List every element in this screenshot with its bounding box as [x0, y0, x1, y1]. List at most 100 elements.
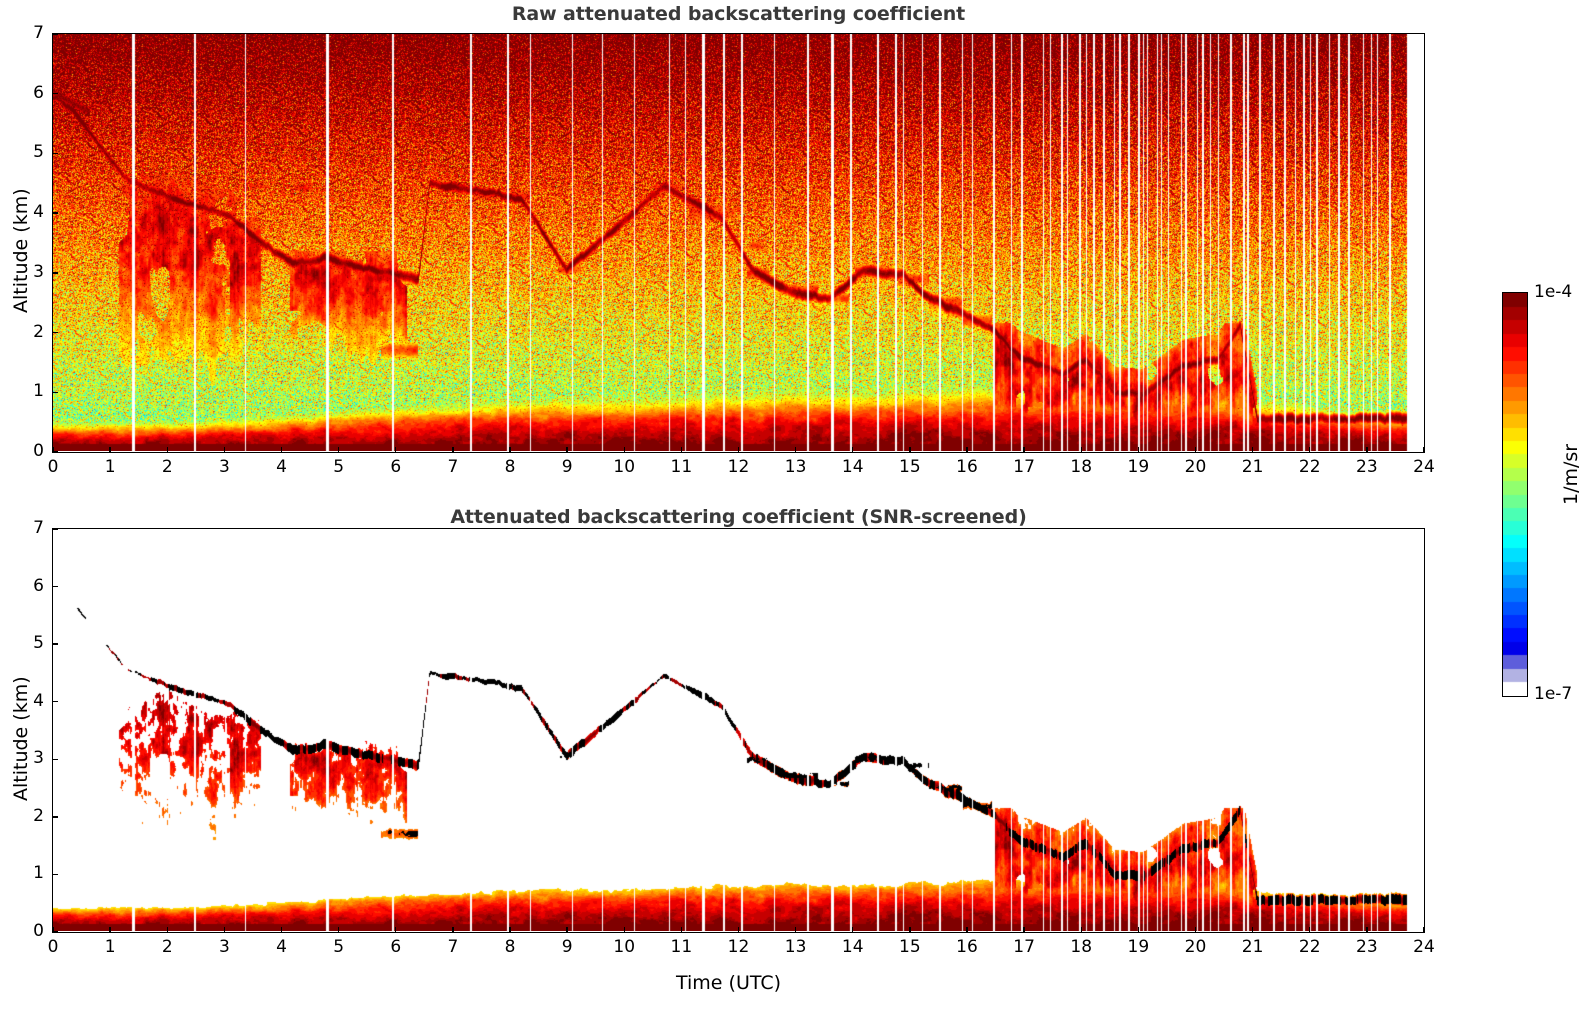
- y-tick-label: 0: [33, 921, 44, 941]
- y-tick-label: 0: [33, 441, 44, 461]
- x-tick: [680, 927, 683, 933]
- x-tick-label: 12: [727, 937, 750, 957]
- x-tick: [1194, 447, 1197, 453]
- x-tick: [337, 927, 340, 933]
- heatmap-canvas-screened: [53, 529, 1423, 931]
- y-tick: [52, 585, 58, 588]
- x-tick-label: 7: [447, 457, 459, 477]
- y-tick-label: 4: [33, 202, 44, 223]
- x-tick: [909, 447, 911, 453]
- x-tick: [966, 447, 968, 453]
- x-tick: [623, 927, 625, 933]
- x-tick-label: 11: [670, 937, 693, 957]
- y-tick: [52, 873, 58, 876]
- x-tick: [509, 927, 511, 933]
- y-axis-title: Altitude (km): [10, 675, 32, 801]
- y-tick-label: 2: [33, 805, 44, 826]
- x-tick: [52, 927, 54, 933]
- x-tick-label: 18: [1070, 937, 1093, 957]
- y-tick: [52, 758, 58, 760]
- x-tick-label: 15: [899, 457, 921, 477]
- x-tick-label: 15: [899, 937, 921, 957]
- x-tick-label: 11: [670, 457, 693, 477]
- y-tick-label: 3: [33, 261, 44, 282]
- x-tick-label: 2: [161, 457, 173, 477]
- x-tick: [1423, 447, 1425, 453]
- x-tick-label: 13: [784, 457, 807, 477]
- y-tick-label: 2: [33, 321, 44, 342]
- x-tick-label: 0: [47, 457, 59, 477]
- panel-title-raw: Raw attenuated backscattering coefficien…: [511, 3, 966, 25]
- x-tick: [1251, 927, 1254, 933]
- panel-title-screened: Attenuated backscattering coefficient (S…: [450, 506, 1027, 528]
- x-tick: [337, 447, 340, 453]
- x-tick: [1251, 447, 1254, 453]
- y-tick-label: 7: [33, 518, 44, 538]
- y-tick: [52, 93, 58, 95]
- y-tick-label: 1: [33, 863, 44, 884]
- x-tick: [794, 447, 797, 453]
- x-tick-label: 21: [1241, 457, 1264, 477]
- x-tick-label: 19: [1127, 937, 1150, 957]
- x-tick: [852, 447, 854, 453]
- x-tick: [1080, 927, 1082, 933]
- x-tick-label: 5: [333, 937, 345, 957]
- y-tick: [52, 451, 58, 453]
- x-tick: [566, 927, 568, 933]
- x-tick: [166, 927, 168, 933]
- colorbar-max-label: 1e-4: [1534, 282, 1573, 302]
- x-tick-label: 20: [1184, 937, 1207, 957]
- y-tick-label: 5: [33, 633, 44, 654]
- x-tick-label: 3: [218, 457, 230, 477]
- x-tick: [680, 447, 683, 453]
- x-tick: [52, 447, 54, 453]
- y-tick-label: 1: [33, 381, 44, 402]
- x-tick-label: 3: [218, 937, 230, 957]
- x-tick: [166, 447, 168, 453]
- heatmap-canvas-raw: [53, 34, 1423, 451]
- x-tick-label: 21: [1241, 937, 1264, 957]
- x-tick-label: 17: [1013, 937, 1035, 957]
- x-axis-title: Time (UTC): [676, 972, 782, 994]
- x-tick-label: 24: [1413, 937, 1435, 957]
- x-tick: [452, 927, 454, 933]
- x-tick: [109, 927, 111, 933]
- x-tick: [1309, 447, 1311, 453]
- x-tick: [1366, 927, 1368, 933]
- y-tick-label: 6: [33, 82, 44, 103]
- y-tick: [52, 816, 58, 818]
- y-axis-title: Altitude (km): [10, 188, 32, 313]
- x-tick-label: 8: [504, 937, 516, 957]
- x-tick: [737, 927, 740, 933]
- x-tick-label: 6: [390, 457, 402, 477]
- x-tick: [1137, 927, 1140, 933]
- x-tick-label: 5: [333, 457, 345, 477]
- x-tick-label: 0: [47, 937, 59, 957]
- y-tick-label: 5: [33, 142, 44, 163]
- x-tick: [223, 447, 226, 453]
- x-tick-label: 23: [1356, 457, 1378, 477]
- y-tick: [52, 643, 58, 645]
- x-tick: [966, 927, 968, 933]
- x-tick: [223, 927, 226, 933]
- y-tick: [52, 212, 58, 214]
- x-tick-label: 18: [1070, 457, 1093, 477]
- y-tick: [52, 33, 58, 35]
- y-tick-label: 3: [33, 748, 44, 769]
- y-tick: [52, 391, 58, 393]
- x-tick-label: 14: [841, 457, 864, 477]
- x-tick-label: 24: [1413, 457, 1435, 477]
- y-tick-label: 6: [33, 575, 44, 596]
- x-tick-label: 20: [1184, 457, 1207, 477]
- x-tick: [509, 447, 511, 453]
- x-tick: [395, 447, 397, 453]
- x-tick-label: 2: [161, 937, 173, 957]
- y-tick: [52, 528, 58, 530]
- x-tick: [794, 927, 797, 933]
- x-tick: [395, 927, 397, 933]
- x-tick-label: 17: [1013, 457, 1035, 477]
- y-tick: [52, 331, 58, 334]
- x-tick: [109, 447, 111, 453]
- x-tick-label: 22: [1298, 937, 1321, 957]
- x-tick-label: 13: [784, 937, 807, 957]
